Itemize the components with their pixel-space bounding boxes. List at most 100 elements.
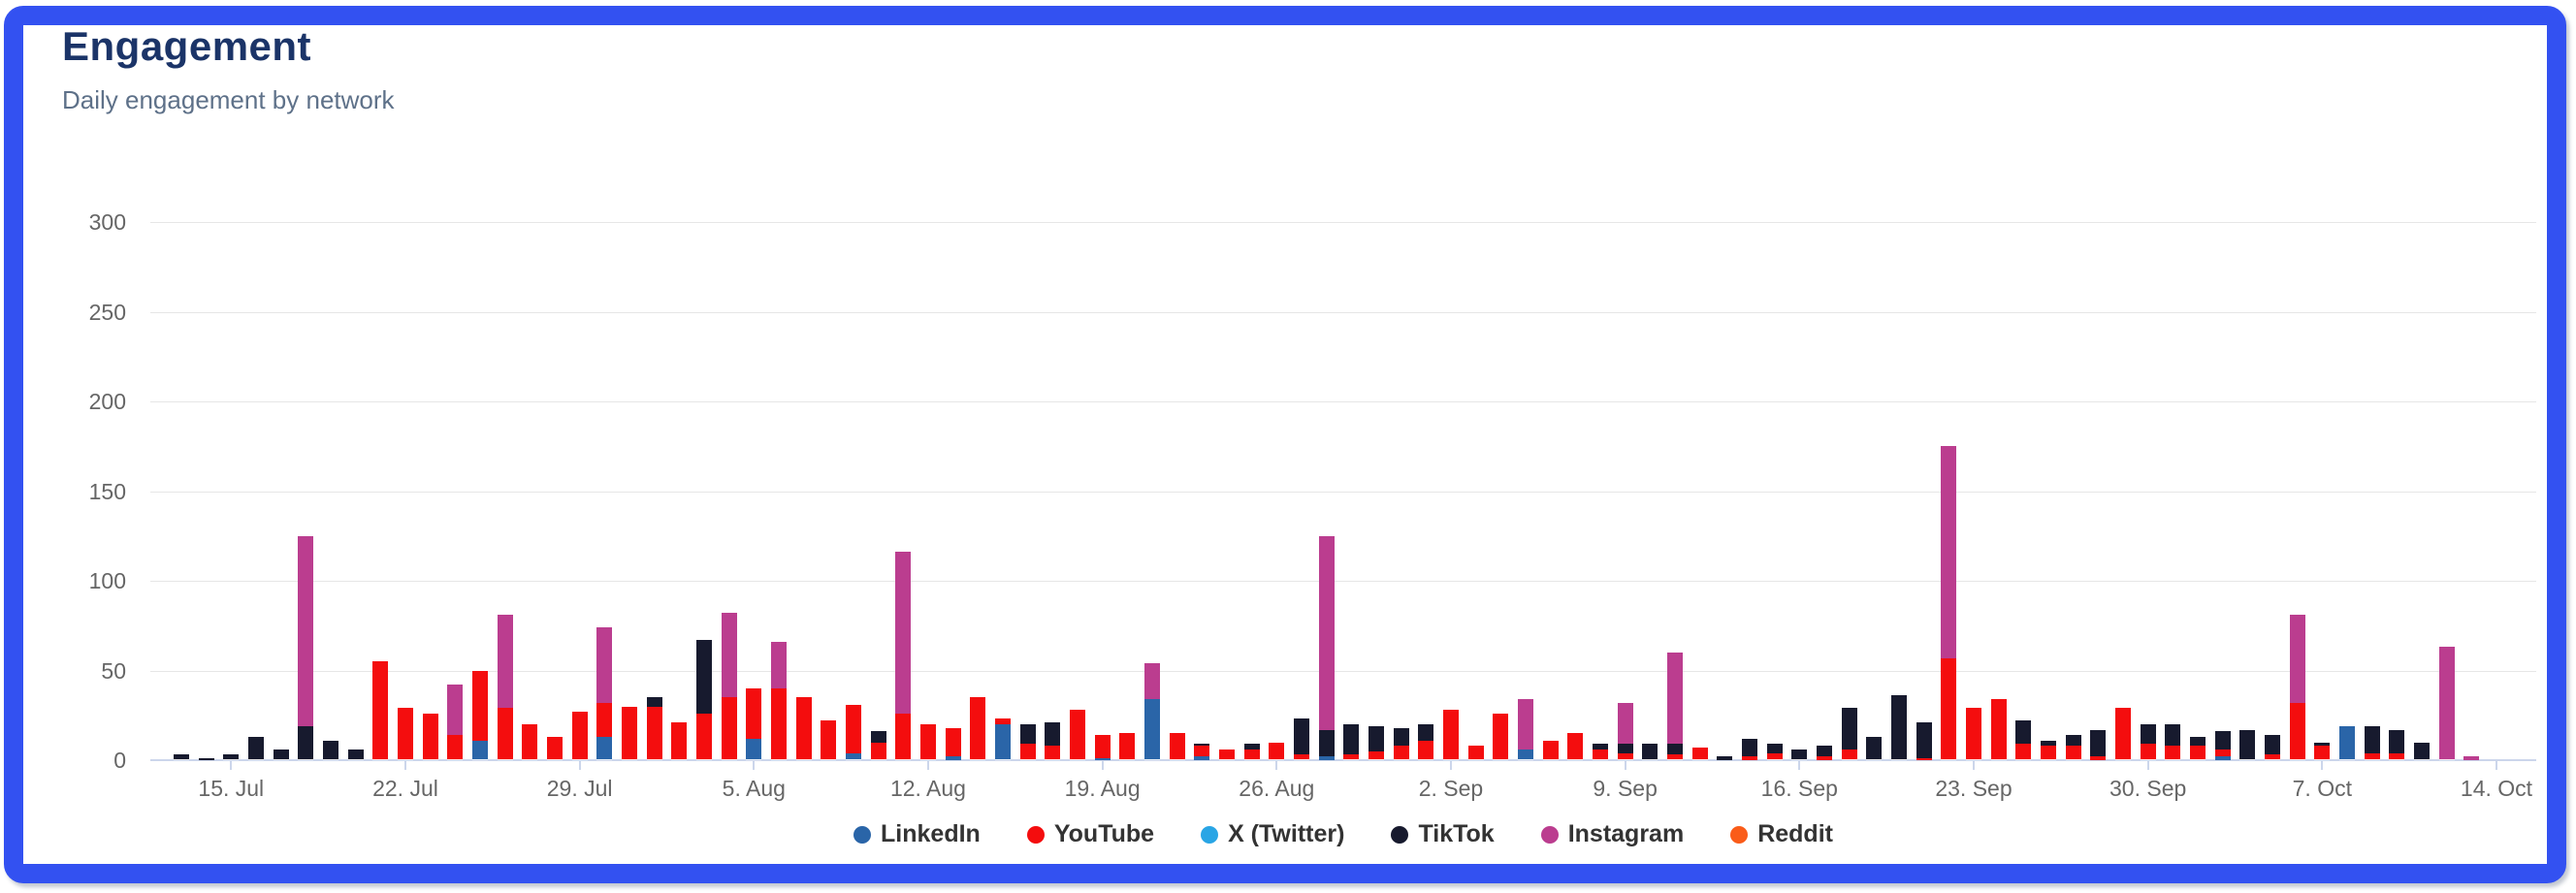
bar-segment-linkedin[interactable] <box>746 738 762 760</box>
bar-segment-youtube[interactable] <box>1243 749 1260 760</box>
bar-segment-youtube[interactable] <box>447 735 464 760</box>
bar-segment-youtube[interactable] <box>571 712 588 760</box>
bar-segment-youtube[interactable] <box>1916 758 1932 760</box>
bar-segment-linkedin[interactable] <box>945 756 961 760</box>
bar-segment-youtube[interactable] <box>2140 744 2156 760</box>
bar-segment-youtube[interactable] <box>1069 710 1085 760</box>
legend-item-reddit[interactable]: Reddit <box>1730 820 1833 848</box>
bar-segment-youtube[interactable] <box>1965 708 1981 760</box>
bar-segment-tiktok[interactable] <box>322 740 338 760</box>
bar-segment-linkedin[interactable] <box>994 724 1011 760</box>
bar-segment-youtube[interactable] <box>372 661 389 760</box>
bar-segment-youtube[interactable] <box>945 727 961 760</box>
bar-segment-linkedin[interactable] <box>1194 756 1210 760</box>
bar-segment-linkedin[interactable] <box>845 752 861 760</box>
bar-segment-youtube[interactable] <box>2314 746 2331 760</box>
bar-segment-youtube[interactable] <box>1741 756 1757 760</box>
bar-segment-tiktok[interactable] <box>198 758 214 760</box>
bar-segment-youtube[interactable] <box>1119 733 1136 760</box>
bar-segment-youtube[interactable] <box>2364 752 2380 760</box>
bar-segment-youtube[interactable] <box>895 713 912 760</box>
bar-segment-youtube[interactable] <box>870 742 886 760</box>
legend-item-instagram[interactable]: Instagram <box>1540 820 1684 848</box>
bar-segment-tiktok[interactable] <box>1642 744 1658 760</box>
bar-segment-youtube[interactable] <box>1293 754 1309 760</box>
legend-item-tiktok[interactable]: TikTok <box>1391 820 1495 848</box>
bar-segment-youtube[interactable] <box>1169 733 1185 760</box>
bar-segment-instagram[interactable] <box>2463 756 2480 760</box>
bar-segment-tiktok[interactable] <box>1717 756 1733 760</box>
bar-segment-tiktok[interactable] <box>2413 742 2430 760</box>
bar-segment-youtube[interactable] <box>1567 733 1584 760</box>
bar-segment-youtube[interactable] <box>2289 702 2305 760</box>
bar-segment-youtube[interactable] <box>970 697 986 760</box>
bar-segment-youtube[interactable] <box>1019 744 1036 760</box>
bar-segment-youtube[interactable] <box>1841 749 1857 760</box>
bar-segment-linkedin[interactable] <box>2338 725 2355 760</box>
bar-segment-linkedin[interactable] <box>1318 756 1335 760</box>
bar-segment-linkedin[interactable] <box>471 740 488 760</box>
bar-segment-youtube[interactable] <box>2389 752 2405 760</box>
bar-segment-youtube[interactable] <box>1442 710 1459 760</box>
bar-segment-tiktok[interactable] <box>2090 729 2107 760</box>
legend-item-x-twitter-[interactable]: X (Twitter) <box>1201 820 1344 848</box>
bar-segment-youtube[interactable] <box>721 697 737 760</box>
bar-segment-youtube[interactable] <box>422 713 438 760</box>
bar-segment-tiktok[interactable] <box>1890 695 1907 760</box>
bar-segment-tiktok[interactable] <box>273 749 289 760</box>
bar-segment-tiktok[interactable] <box>1791 749 1808 760</box>
bar-segment-youtube[interactable] <box>1368 750 1384 760</box>
bar-segment-youtube[interactable] <box>2114 708 2131 760</box>
bar-segment-youtube[interactable] <box>1393 746 1409 760</box>
bar-segment-youtube[interactable] <box>821 720 837 760</box>
bar-segment-tiktok[interactable] <box>2239 729 2256 760</box>
bar-segment-youtube[interactable] <box>2090 756 2107 760</box>
bar-segment-youtube[interactable] <box>671 722 688 760</box>
bar-segment-instagram[interactable] <box>1318 535 1335 760</box>
bar-segment-youtube[interactable] <box>1542 740 1559 760</box>
bar-segment-youtube[interactable] <box>1094 735 1111 760</box>
bar-segment-youtube[interactable] <box>621 706 637 760</box>
bar-segment-tiktok[interactable] <box>1318 729 1335 760</box>
bar-segment-youtube[interactable] <box>1592 749 1608 760</box>
bar-segment-youtube[interactable] <box>2065 746 2081 760</box>
bar-segment-youtube[interactable] <box>1343 754 1360 760</box>
bar-segment-youtube[interactable] <box>1816 756 1832 760</box>
bar-segment-youtube[interactable] <box>646 706 662 760</box>
legend-item-linkedin[interactable]: LinkedIn <box>853 820 981 848</box>
bar-segment-linkedin[interactable] <box>2214 756 2231 760</box>
bar-segment-linkedin[interactable] <box>1143 699 1160 760</box>
bar-segment-tiktok[interactable] <box>223 754 240 760</box>
bar-segment-youtube[interactable] <box>795 697 812 760</box>
bar-segment-tiktok[interactable] <box>173 754 189 760</box>
bar-segment-youtube[interactable] <box>1990 699 2007 760</box>
bar-segment-youtube[interactable] <box>522 724 538 760</box>
bar-segment-youtube[interactable] <box>1269 742 1285 760</box>
bar-segment-linkedin[interactable] <box>1517 749 1533 760</box>
bar-segment-youtube[interactable] <box>2264 754 2280 760</box>
bar-segment-linkedin[interactable] <box>596 736 613 760</box>
bar-segment-youtube[interactable] <box>1691 748 1708 760</box>
bar-segment-linkedin[interactable] <box>1094 758 1111 760</box>
bar-segment-youtube[interactable] <box>770 688 787 760</box>
bar-segment-tiktok[interactable] <box>1916 722 1932 760</box>
bar-segment-youtube[interactable] <box>1766 752 1783 760</box>
bar-segment-youtube[interactable] <box>695 713 712 760</box>
bar-segment-youtube[interactable] <box>397 708 413 760</box>
bar-segment-tiktok[interactable] <box>247 736 264 760</box>
bar-segment-youtube[interactable] <box>1666 754 1683 760</box>
bar-segment-youtube[interactable] <box>2189 746 2206 760</box>
bar-segment-tiktok[interactable] <box>1866 736 1883 760</box>
bar-segment-youtube[interactable] <box>1467 746 1484 760</box>
bar-segment-tiktok[interactable] <box>298 725 314 760</box>
bar-segment-youtube[interactable] <box>2040 746 2056 760</box>
bar-segment-tiktok[interactable] <box>347 749 364 760</box>
bar-segment-youtube[interactable] <box>546 736 563 760</box>
bar-segment-youtube[interactable] <box>497 708 513 760</box>
legend-item-youtube[interactable]: YouTube <box>1026 820 1154 848</box>
bar-segment-youtube[interactable] <box>1218 749 1235 760</box>
bar-segment-instagram[interactable] <box>2438 647 2455 760</box>
bar-segment-youtube[interactable] <box>845 704 861 760</box>
bar-segment-youtube[interactable] <box>919 724 936 760</box>
bar-segment-youtube[interactable] <box>1617 752 1633 760</box>
